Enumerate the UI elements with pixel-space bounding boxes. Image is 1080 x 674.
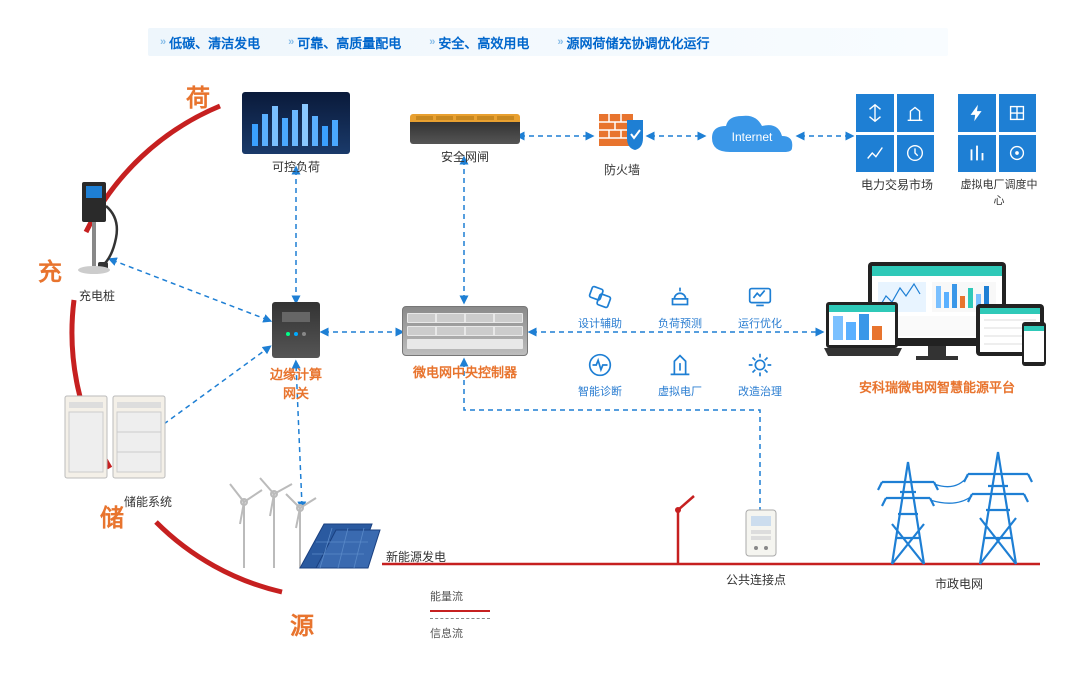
feature-vpp: 虚拟电厂	[658, 350, 702, 399]
node-label: 公共连接点	[726, 571, 786, 588]
arc-label-chong: 充	[38, 252, 62, 287]
node-label: 新能源发电	[386, 548, 446, 565]
legend-energy-label: 能量流	[430, 588, 463, 604]
feature-retrofit: 改造治理	[738, 350, 782, 399]
node-platform: 安科瑞微电网智慧能源平台	[824, 256, 1050, 396]
feature-diagnose: 智能诊断	[578, 350, 622, 399]
node-vpp-center: 虚拟电厂调度中心	[958, 94, 1040, 208]
node-market: 电力交易市场	[856, 94, 938, 193]
banner-item: »源网荷储充协调优化运行	[557, 33, 709, 52]
legend-info-label: 信息流	[430, 625, 463, 641]
feature-optimize: 运行优化	[738, 282, 782, 331]
node-pcc: 公共连接点	[736, 508, 786, 588]
node-internet: Internet	[706, 112, 798, 167]
node-gate: 安全网闸	[410, 114, 520, 165]
node-label: 防火墙	[594, 161, 650, 178]
node-storage: 储能系统	[56, 390, 176, 510]
arc-label-he: 荷	[186, 78, 210, 113]
feature-design: 设计辅助	[578, 282, 622, 331]
node-firewall: 防火墙	[594, 108, 650, 178]
banner-item: »低碳、清洁发电	[160, 33, 260, 52]
legend: 能量流 信息流	[430, 588, 490, 647]
feature-forecast: 负荷预测	[658, 282, 702, 331]
banner-item: »可靠、高质量配电	[288, 33, 401, 52]
node-label: 储能系统	[56, 493, 176, 510]
node-label: 可控负荷	[242, 158, 350, 175]
node-load: 可控负荷	[242, 92, 350, 175]
node-label: 市政电网	[864, 575, 1054, 592]
node-label: 充电桩	[62, 287, 132, 304]
node-label: 安全网闸	[410, 148, 520, 165]
node-charger: 充电桩	[62, 178, 132, 304]
node-edge-gateway: 边缘计算网关	[266, 302, 326, 402]
svg-text:Internet: Internet	[732, 130, 773, 144]
node-grid: 市政电网	[864, 442, 1054, 592]
node-label: 电力交易市场	[856, 176, 938, 193]
node-newenergy: 新能源发电	[216, 472, 416, 587]
node-controller: 微电网中央控制器	[402, 306, 528, 381]
node-label: 边缘计算网关	[266, 364, 326, 402]
node-label: 微电网中央控制器	[402, 362, 528, 381]
banner-item: »安全、高效用电	[429, 33, 529, 52]
node-label: 安科瑞微电网智慧能源平台	[824, 377, 1050, 396]
arc-label-yuan: 源	[290, 606, 314, 641]
node-label: 虚拟电厂调度中心	[958, 176, 1040, 208]
top-banner: »低碳、清洁发电 »可靠、高质量配电 »安全、高效用电 »源网荷储充协调优化运行	[148, 28, 948, 56]
